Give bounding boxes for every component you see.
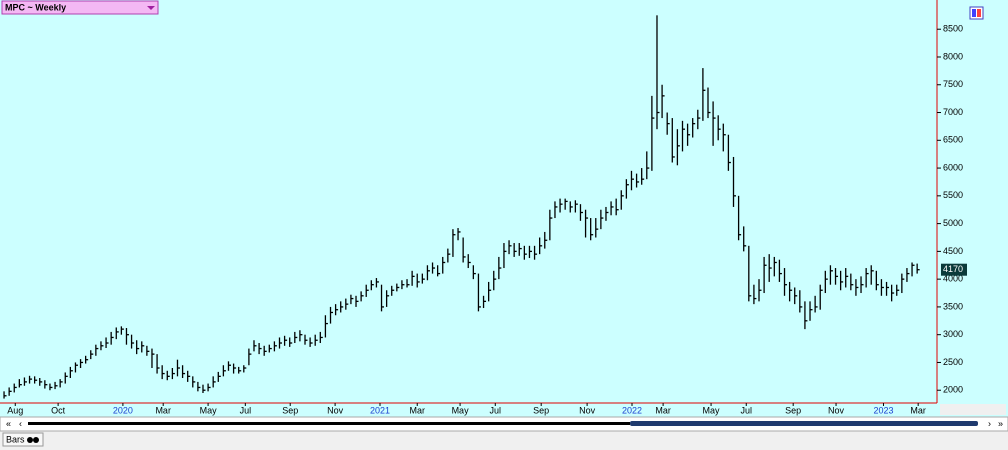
settings-icon[interactable] (969, 6, 984, 20)
x-tick-label: Sep (533, 405, 549, 415)
y-tick-label: 4000 (943, 274, 963, 284)
toolbar-icons[interactable] (940, 404, 1006, 415)
title-box[interactable] (1, 0, 159, 15)
y-tick-label: 8000 (943, 51, 963, 61)
scroll-thumb[interactable] (630, 421, 978, 426)
x-tick-label: Jul (490, 405, 502, 415)
y-tick-label: 2500 (943, 357, 963, 367)
scroll-step-right[interactable]: › (988, 418, 991, 428)
x-tick-label: 2020 (113, 405, 133, 415)
settings-icon-part (972, 9, 976, 17)
y-tick-label: 4500 (943, 246, 963, 256)
y-tick-label: 7000 (943, 107, 963, 117)
dropdown-arrow[interactable] (147, 6, 155, 10)
x-tick-label: Mar (409, 405, 425, 415)
x-tick-label: Oct (51, 405, 66, 415)
plot: 2000 2500 3000 3500 4000 4500 5000 5500 6000 6500… (0, 0, 967, 415)
x-tick-label: Sep (785, 405, 801, 415)
x-tick-label: 2022 (622, 405, 642, 415)
x-tick-label: Jul (740, 405, 752, 415)
y-tick-label: 7500 (943, 79, 963, 89)
x-tick-label: 2023 (873, 405, 893, 415)
scroll-step-left[interactable]: ‹ (19, 418, 22, 428)
y-tick-label: 6500 (943, 135, 963, 145)
y-tick-label: 6000 (943, 162, 963, 172)
x-tick-label: Nov (579, 405, 596, 415)
x-tick-label: May (200, 405, 218, 415)
y-tick-label: 5500 (943, 190, 963, 200)
y-tick-label: 8500 (943, 24, 963, 34)
x-tick-label: May (452, 405, 470, 415)
x-tick-label: Nov (828, 405, 845, 415)
x-tick-label: Mar (655, 405, 671, 415)
mode-icon (33, 437, 39, 443)
scroll-track (28, 422, 630, 425)
scroll-left[interactable]: « (6, 418, 11, 428)
x-tick-label: Nov (327, 405, 344, 415)
chart-title: MPC ~ Weekly (5, 2, 66, 12)
y-tick-label: 5000 (943, 218, 963, 228)
y-tick-label: 2000 (943, 385, 963, 395)
y-tick-label: 3500 (943, 301, 963, 311)
plot-background (0, 0, 1008, 417)
y-tick-label: 3000 (943, 329, 963, 339)
mode-label: Bars (6, 434, 25, 444)
mode-box[interactable] (2, 432, 44, 447)
x-tick-label: Mar (155, 405, 171, 415)
scroll-right[interactable]: » (998, 418, 1003, 428)
x-tick-label: Aug (7, 405, 23, 415)
x-tick-label: May (703, 405, 721, 415)
x-tick-label: 2021 (370, 405, 390, 415)
x-tick-label: Sep (282, 405, 298, 415)
last-price-box (941, 263, 967, 276)
last-price-label: 4170 (943, 264, 963, 274)
settings-icon-part (977, 9, 981, 17)
x-tick-label: Jul (240, 405, 252, 415)
x-tick-label: Mar (910, 405, 926, 415)
mode-icon (27, 437, 33, 443)
